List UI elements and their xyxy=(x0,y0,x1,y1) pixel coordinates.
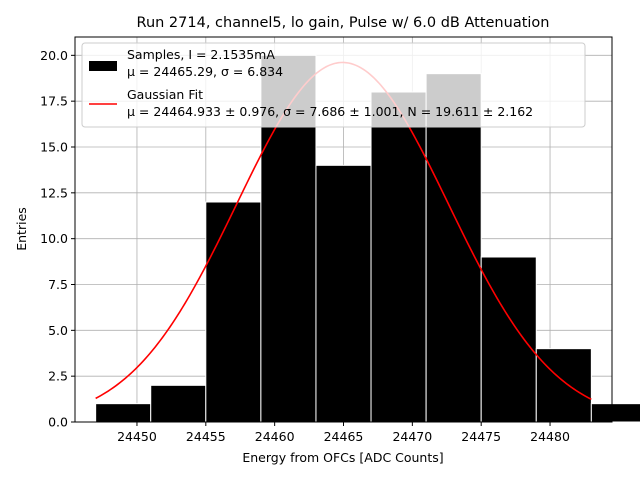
y-tick-label: 10.0 xyxy=(40,231,68,246)
chart-title: Run 2714, channel5, lo gain, Pulse w/ 6.… xyxy=(137,15,550,31)
legend: Samples, I = 2.1535mA μ = 24465.29, σ = … xyxy=(81,42,586,128)
legend-samples-line2: μ = 24465.29, σ = 6.834 xyxy=(127,64,283,79)
y-axis-ticks: 0.0 2.5 5.0 7.5 10.0 12.5 15.0 17.5 20.0 xyxy=(40,48,75,430)
histogram-bar xyxy=(95,403,152,423)
histogram-bars xyxy=(95,54,640,423)
legend-box xyxy=(81,42,586,128)
histogram-bar xyxy=(150,384,207,423)
histogram-bar xyxy=(205,201,262,423)
y-tick-label: 2.5 xyxy=(48,369,68,384)
legend-fit-line2: μ = 24464.933 ± 0.976, σ = 7.686 ± 1.001… xyxy=(127,104,533,119)
y-axis-label: Entries xyxy=(14,207,29,251)
histogram-bar xyxy=(535,348,592,423)
y-tick-label: 0.0 xyxy=(48,415,68,430)
x-tick-label: 24460 xyxy=(255,429,295,444)
x-axis-ticks: 24450 24455 24460 24465 24470 24475 24480 xyxy=(117,422,570,444)
histogram-bar xyxy=(370,91,427,423)
x-axis-label: Energy from OFCs [ADC Counts] xyxy=(242,450,443,465)
x-tick-label: 24480 xyxy=(530,429,570,444)
y-tick-label: 7.5 xyxy=(48,277,68,292)
y-tick-label: 5.0 xyxy=(48,323,68,338)
x-tick-label: 24475 xyxy=(461,429,501,444)
legend-samples-line1: Samples, I = 2.1535mA xyxy=(127,47,275,62)
x-tick-label: 24465 xyxy=(324,429,364,444)
legend-fit-line1: Gaussian Fit xyxy=(127,87,203,102)
histogram-bar xyxy=(315,164,372,423)
x-tick-label: 24470 xyxy=(392,429,432,444)
y-tick-label: 15.0 xyxy=(40,140,68,155)
histogram-bar xyxy=(425,73,482,423)
y-tick-label: 12.5 xyxy=(40,185,68,200)
legend-swatch-samples xyxy=(89,61,117,71)
y-tick-label: 20.0 xyxy=(40,48,68,63)
x-tick-label: 24450 xyxy=(117,429,157,444)
y-tick-label: 17.5 xyxy=(40,94,68,109)
x-tick-label: 24455 xyxy=(186,429,226,444)
histogram-bar xyxy=(480,256,537,423)
histogram-bar xyxy=(590,403,640,423)
